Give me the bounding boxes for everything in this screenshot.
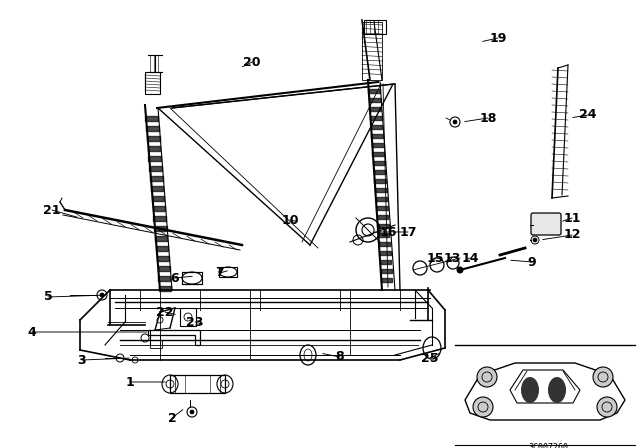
Text: 23: 23 (186, 315, 204, 328)
Text: 1: 1 (125, 375, 134, 388)
Text: 24: 24 (579, 108, 596, 121)
Text: 16: 16 (380, 225, 397, 238)
Circle shape (593, 367, 613, 387)
Bar (362, 22, 382, 80)
Text: 10: 10 (281, 214, 299, 227)
Text: 9: 9 (528, 255, 536, 268)
Circle shape (453, 120, 457, 124)
Text: 5: 5 (44, 290, 52, 303)
Polygon shape (510, 370, 580, 403)
Text: 4: 4 (28, 326, 36, 339)
Polygon shape (465, 363, 625, 420)
FancyBboxPatch shape (531, 213, 561, 235)
Bar (364, 20, 386, 34)
Text: 14: 14 (461, 251, 479, 264)
Circle shape (457, 267, 463, 273)
Circle shape (597, 397, 617, 417)
Text: 20: 20 (243, 56, 260, 69)
Text: 12: 12 (563, 228, 580, 241)
Text: 7: 7 (216, 267, 225, 280)
Bar (219, 267, 237, 277)
Text: 19: 19 (490, 31, 507, 44)
Bar (145, 72, 160, 94)
Text: 3: 3 (77, 353, 86, 366)
Text: 13: 13 (444, 251, 461, 264)
Text: 11: 11 (563, 211, 580, 224)
Circle shape (533, 238, 537, 242)
Text: 2: 2 (168, 412, 177, 425)
Circle shape (190, 410, 194, 414)
Circle shape (473, 397, 493, 417)
Bar (150, 340, 162, 348)
Circle shape (100, 293, 104, 297)
Text: 3C007260: 3C007260 (528, 443, 568, 448)
Ellipse shape (548, 377, 566, 403)
Text: 22: 22 (156, 306, 173, 319)
Circle shape (477, 367, 497, 387)
Bar (182, 272, 202, 284)
Text: 21: 21 (44, 203, 61, 216)
Bar (180, 308, 196, 326)
Text: 6: 6 (171, 271, 179, 284)
Bar (170, 375, 225, 393)
Text: 17: 17 (399, 225, 417, 238)
Text: 18: 18 (479, 112, 497, 125)
Text: 25: 25 (421, 352, 439, 365)
Text: 15: 15 (426, 251, 444, 264)
Ellipse shape (521, 377, 539, 403)
Text: 8: 8 (336, 350, 344, 363)
